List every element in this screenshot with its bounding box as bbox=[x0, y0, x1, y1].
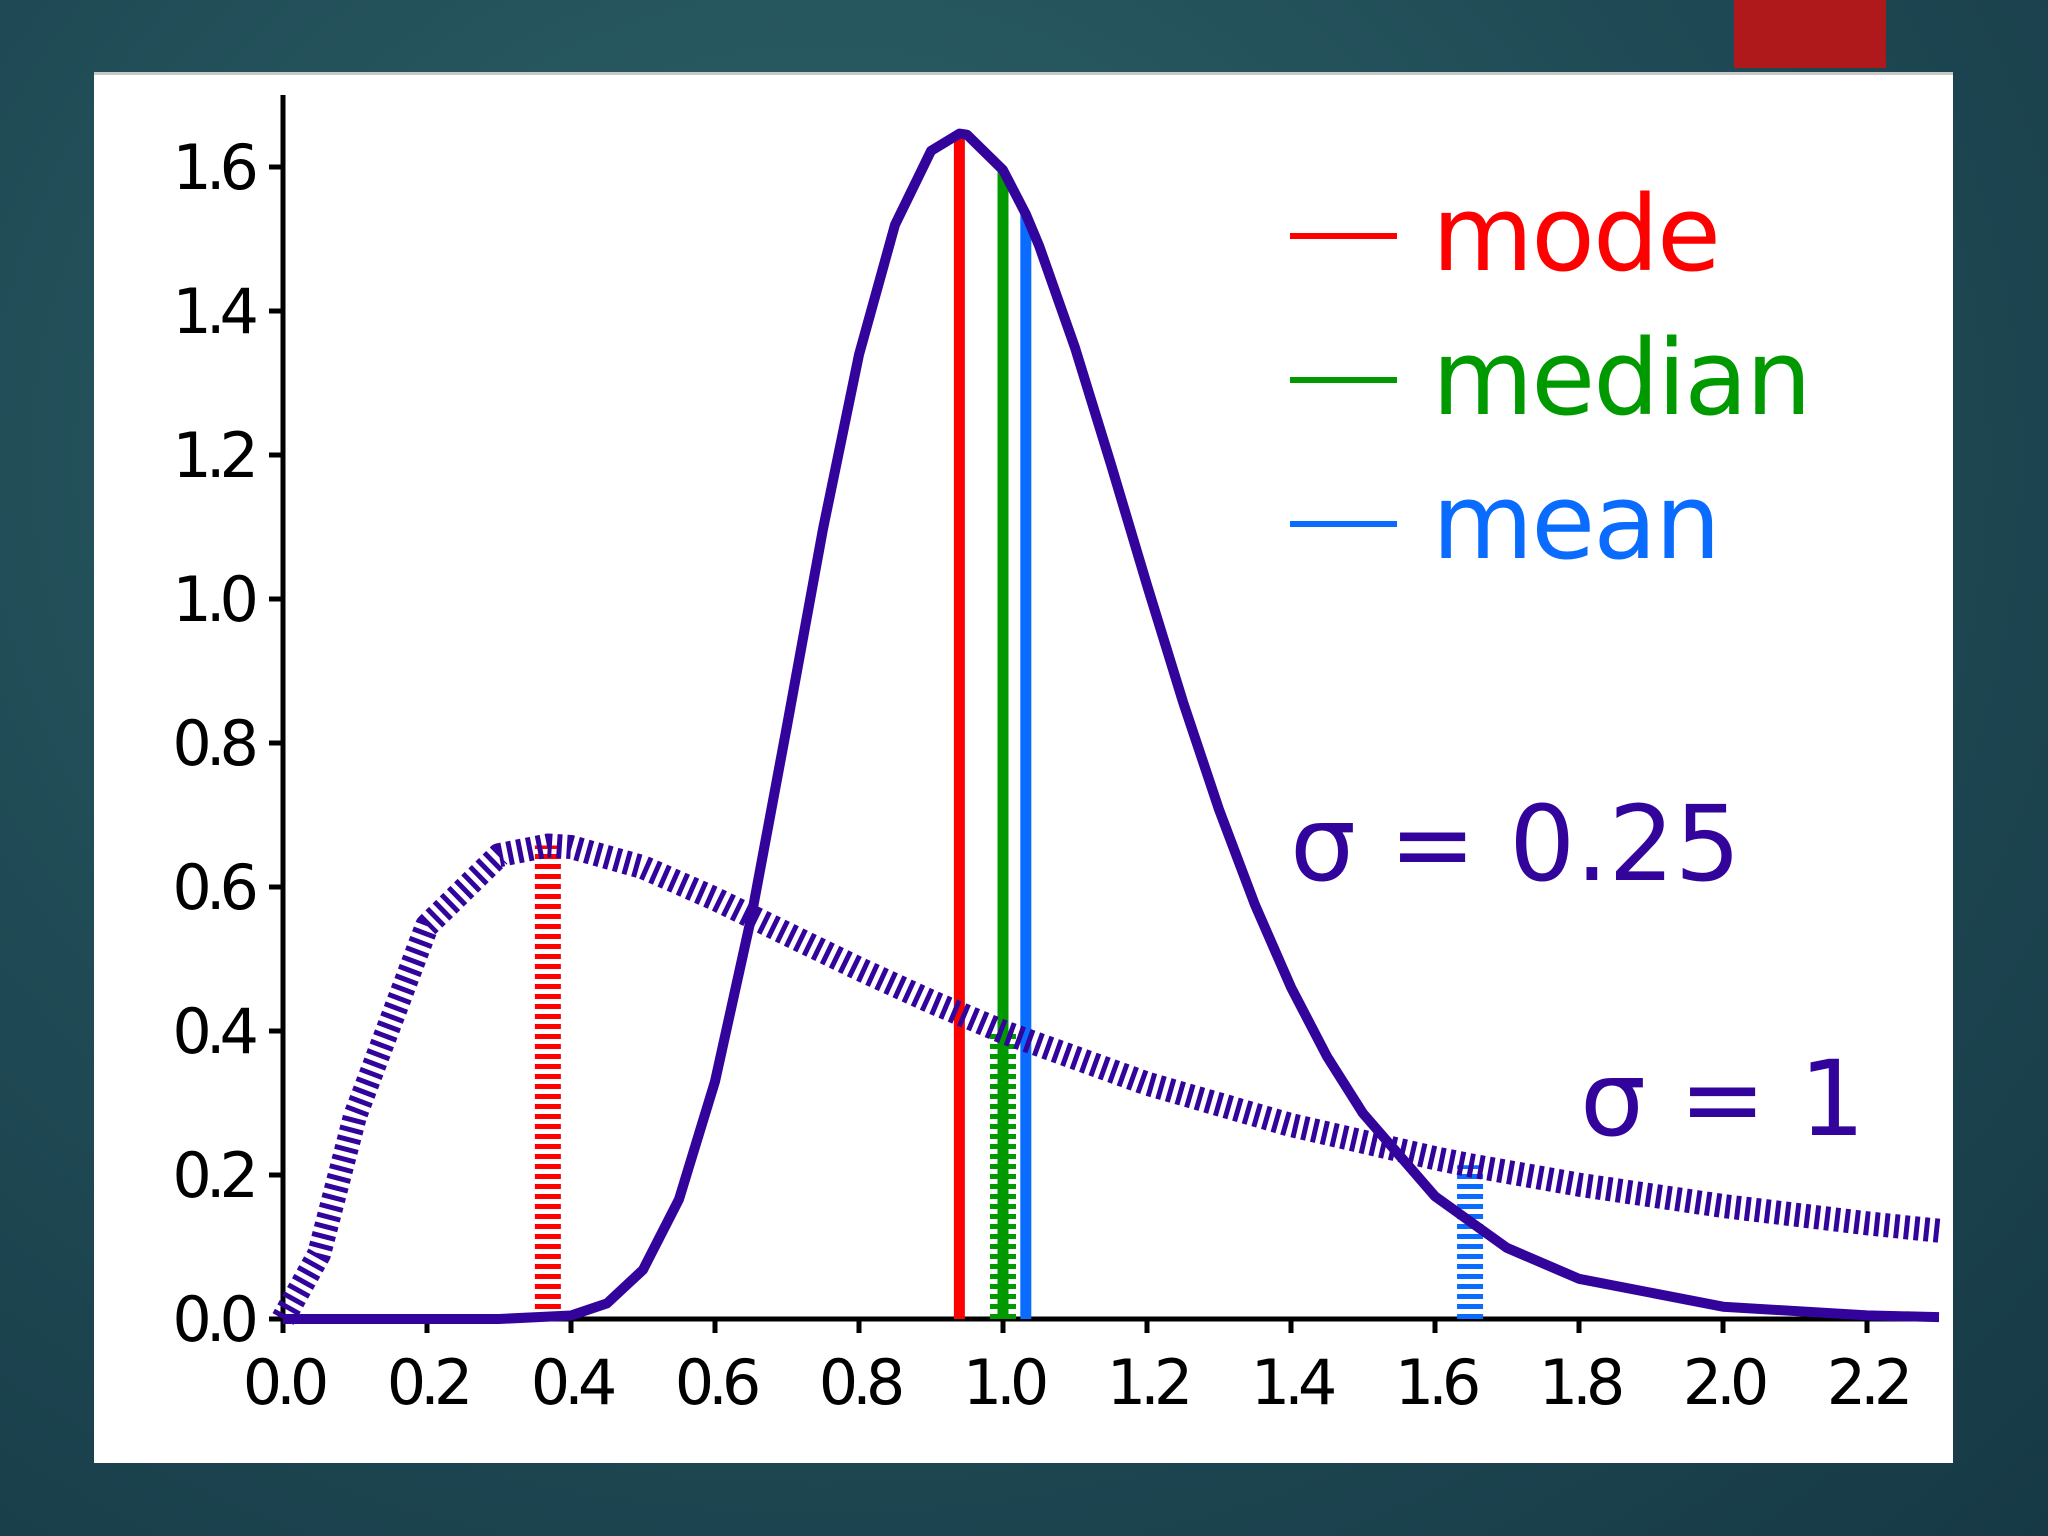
x-tick-label: 1.4 bbox=[1251, 1346, 1334, 1419]
legend-label: mean bbox=[1432, 461, 1719, 583]
x-tick-label: 0.2 bbox=[387, 1346, 468, 1419]
accent-box bbox=[1734, 0, 1886, 68]
legend-label: median bbox=[1432, 317, 1810, 439]
x-tick-label: 2.2 bbox=[1827, 1346, 1908, 1419]
y-tick-label: 1.0 bbox=[172, 563, 255, 636]
x-tick-label: 1.6 bbox=[1395, 1346, 1478, 1419]
series-label: σ = 0.25 bbox=[1290, 783, 1741, 905]
y-tick-label: 0.4 bbox=[172, 995, 255, 1068]
y-tick-label: 1.6 bbox=[172, 131, 255, 204]
x-tick-label: 0.0 bbox=[243, 1346, 326, 1419]
x-tick-label: 0.6 bbox=[675, 1346, 758, 1419]
x-tick-label: 1.2 bbox=[1107, 1346, 1188, 1419]
x-tick-label: 1.8 bbox=[1539, 1346, 1622, 1419]
x-tick-label: 0.4 bbox=[531, 1346, 614, 1419]
curve bbox=[272, 833, 1941, 1325]
x-tick-label: 1.0 bbox=[963, 1346, 1046, 1419]
y-tick-label: 0.6 bbox=[172, 851, 255, 924]
curve bbox=[283, 128, 1940, 1324]
y-tick-label: 0.0 bbox=[172, 1283, 255, 1356]
y-tick-label: 0.2 bbox=[172, 1139, 253, 1212]
x-tick-label: 2.0 bbox=[1683, 1346, 1766, 1419]
legend-label: mode bbox=[1432, 173, 1719, 295]
x-tick-label: 0.8 bbox=[819, 1346, 902, 1419]
y-tick-label: 1.4 bbox=[172, 275, 255, 348]
series-label: σ = 1 bbox=[1580, 1038, 1865, 1160]
y-tick-label: 1.2 bbox=[172, 419, 253, 492]
y-tick-label: 0.8 bbox=[172, 707, 255, 780]
